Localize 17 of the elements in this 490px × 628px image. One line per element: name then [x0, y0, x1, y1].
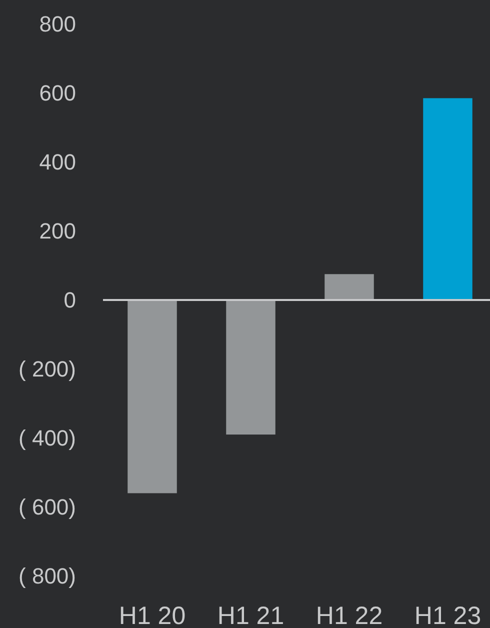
y-tick-label: ( 400) — [18, 426, 76, 451]
y-tick-label: 400 — [39, 150, 76, 175]
y-tick-label: 800 — [39, 12, 76, 37]
y-tick-label: 200 — [39, 218, 76, 244]
y-tick-label: ( 800) — [18, 564, 76, 589]
bar — [128, 300, 177, 494]
x-tick-label: H1 20 — [118, 602, 186, 628]
x-tick-label: H1 23 — [414, 602, 482, 628]
y-tick-label: 600 — [39, 80, 76, 106]
bar — [324, 274, 374, 300]
y-tick-label: 0 — [64, 288, 76, 313]
bar — [423, 98, 472, 300]
y-tick-label: ( 600) — [18, 494, 76, 520]
x-tick-label: H1 22 — [316, 602, 383, 628]
x-tick-label: H1 21 — [217, 602, 284, 628]
bar — [226, 300, 276, 435]
y-tick-label: ( 200) — [18, 356, 76, 382]
